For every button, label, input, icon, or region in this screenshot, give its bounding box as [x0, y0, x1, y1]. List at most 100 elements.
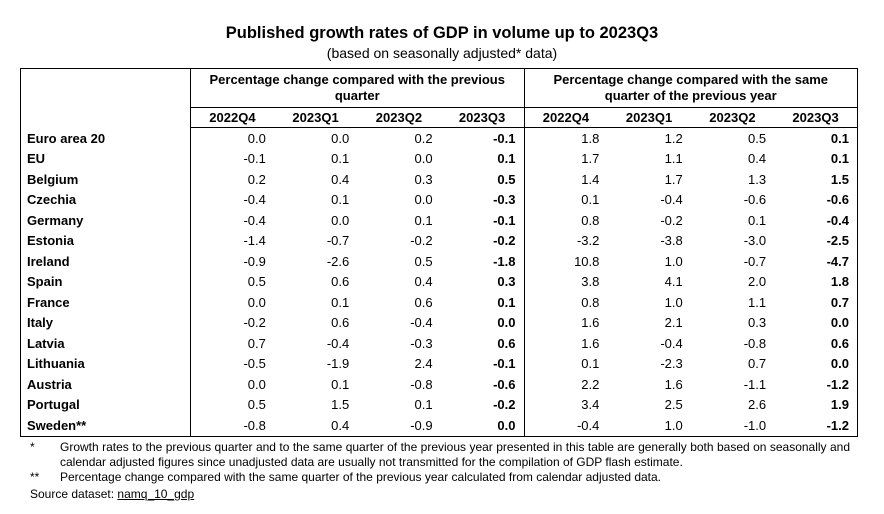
value-cell: 0.1 — [748, 212, 767, 228]
value-cell: 0.1 — [830, 130, 849, 146]
value-cell: -0.2 — [493, 397, 516, 413]
row-label: Sweden** — [27, 417, 87, 433]
value-cell: 0.3 — [414, 171, 433, 187]
value-cell: -0.4 — [410, 315, 433, 331]
value-cell: 4.1 — [664, 274, 683, 290]
row-label: EU — [27, 151, 46, 167]
value-cell: 1.8 — [830, 274, 849, 290]
value-cell: -0.2 — [493, 233, 516, 249]
table-row: Portugal 0.5 1.5 0.1 -0.2 3.4 2.5 2.6 1.9 — [21, 394, 858, 415]
value-cell: 1.6 — [523, 312, 608, 333]
value-cell: -0.8 — [410, 376, 433, 392]
value-cell: 0.2 — [414, 130, 433, 146]
row-label: Czechia — [27, 192, 77, 208]
value-cell: 0.5 — [189, 271, 274, 292]
value-cell: 0.6 — [497, 335, 516, 351]
source-link[interactable]: namq_10_gdp — [117, 487, 195, 501]
group-header-row: Percentage change compared with the prev… — [21, 68, 858, 108]
value-cell: 0.1 — [497, 151, 516, 167]
value-cell: -0.6 — [826, 192, 849, 208]
value-cell: 0.1 — [414, 397, 433, 413]
table-row: Czechia -0.4 0.1 0.0 -0.3 0.1 -0.4 -0.6 -0.6 — [21, 189, 858, 210]
value-cell: 0.1 — [523, 353, 608, 374]
value-cell: -0.4 — [523, 415, 608, 436]
table-row: Belgium 0.2 0.4 0.3 0.5 1.4 1.7 1.3 1.5 — [21, 169, 858, 190]
footnote-text: Percentage change compared with the same… — [60, 470, 662, 484]
value-cell: -0.3 — [410, 335, 433, 351]
value-cell: -0.2 — [660, 212, 683, 228]
footnote-text: Growth rates to the previous quarter and… — [60, 440, 850, 469]
value-cell: 0.5 — [414, 253, 433, 269]
title: Published growth rates of GDP in volume … — [225, 24, 659, 42]
value-cell: -1.0 — [743, 417, 767, 433]
value-cell: 3.8 — [523, 271, 608, 292]
value-cell: -0.4 — [189, 210, 274, 231]
value-cell: 1.6 — [523, 333, 608, 354]
row-label: Portugal — [27, 397, 80, 413]
table-row: Lithuania -0.5 -1.9 2.4 -0.1 0.1 -2.3 0.7 0.0 — [21, 353, 858, 374]
value-cell: -0.1 — [493, 212, 516, 228]
group-header: Percentage change compared with the same… — [523, 68, 858, 108]
gdp-table: Percentage change compared with the prev… — [20, 68, 858, 437]
value-cell: 0.5 — [189, 394, 274, 415]
value-cell: -0.6 — [493, 376, 516, 392]
column-header: 2023Q3 — [774, 107, 858, 128]
value-cell: -0.4 — [660, 192, 683, 208]
footnote: * Growth rates to the previous quarter an… — [30, 440, 850, 470]
value-cell: -0.1 — [189, 148, 274, 169]
row-label: Euro area 20 — [27, 130, 106, 146]
row-label: Latvia — [27, 335, 65, 351]
value-cell: 1.9 — [830, 397, 849, 413]
source: Source dataset: namq_10_gdp — [30, 487, 194, 501]
table-row: Sweden** -0.8 0.4 -0.9 0.0 -0.4 1.0 -1.0 -1.2 — [21, 415, 858, 436]
value-cell: -0.7 — [326, 233, 350, 249]
value-cell: -0.6 — [743, 192, 767, 208]
value-cell: 1.7 — [664, 171, 683, 187]
value-cell: -2.3 — [660, 356, 683, 372]
column-header: 2023Q1 — [607, 107, 691, 128]
column-header: 2023Q2 — [690, 107, 775, 128]
value-cell: 0.7 — [189, 333, 274, 354]
value-cell: 0.3 — [497, 274, 516, 290]
column-header: 2023Q3 — [440, 107, 524, 128]
value-cell: 1.0 — [664, 417, 683, 433]
row-label: France — [27, 294, 70, 310]
value-cell: 1.6 — [664, 376, 683, 392]
row-label: Italy — [27, 315, 54, 331]
value-cell: 1.0 — [664, 294, 683, 310]
value-cell: -0.8 — [743, 335, 767, 351]
value-cell: 3.4 — [523, 394, 608, 415]
column-header: 2023Q1 — [273, 107, 358, 128]
value-cell: 0.0 — [189, 127, 274, 149]
value-cell: -3.0 — [743, 233, 767, 249]
value-cell: -0.7 — [743, 253, 767, 269]
value-cell: -0.8 — [189, 415, 274, 436]
value-cell: 10.8 — [523, 251, 608, 272]
value-cell: 0.0 — [414, 151, 433, 167]
value-cell: 0.1 — [523, 189, 608, 210]
value-cell: 0.1 — [830, 151, 849, 167]
table-row: Euro area 20 0.0 0.0 0.2 -0.1 1.8 1.2 0.5 0.1 — [21, 127, 858, 149]
value-cell: 1.0 — [664, 253, 683, 269]
subtitle: (based on seasonally adjusted* data) — [326, 45, 558, 61]
value-cell: 1.4 — [523, 169, 608, 190]
value-cell: 2.2 — [523, 374, 608, 395]
value-cell: -0.4 — [826, 212, 849, 228]
value-cell: 0.4 — [331, 171, 350, 187]
table-row: Spain 0.5 0.6 0.4 0.3 3.8 4.1 2.0 1.8 — [21, 271, 858, 292]
value-cell: 0.0 — [497, 417, 516, 433]
value-cell: 0.4 — [414, 274, 433, 290]
value-cell: -0.3 — [493, 192, 516, 208]
value-cell: 0.2 — [189, 169, 274, 190]
value-cell: 0.3 — [748, 315, 767, 331]
value-cell: -1.4 — [189, 230, 274, 251]
value-cell: 0.8 — [523, 210, 608, 231]
value-cell: 2.0 — [748, 274, 767, 290]
value-cell: -4.7 — [826, 253, 849, 269]
value-cell: -1.2 — [826, 417, 849, 433]
value-cell: 1.1 — [664, 151, 683, 167]
footnote: ** Percentage change compared with the sa… — [30, 470, 850, 485]
table-row: Austria 0.0 0.1 -0.8 -0.6 2.2 1.6 -1.1 -1.2 — [21, 374, 858, 395]
value-cell: -0.2 — [189, 312, 274, 333]
